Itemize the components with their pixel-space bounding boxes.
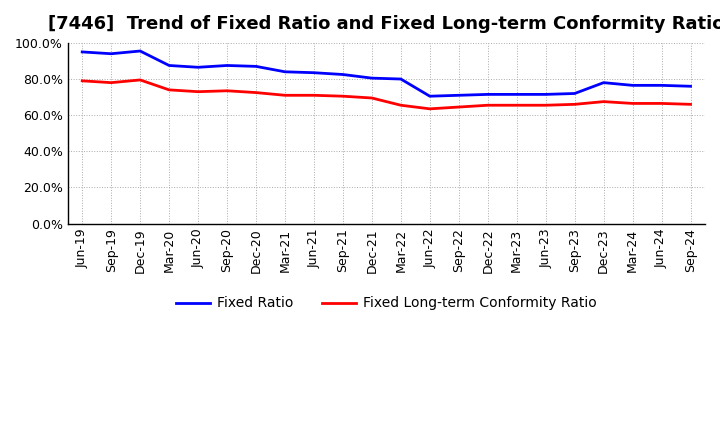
- Fixed Ratio: [310, 70, 318, 75]
- Fixed Ratio: [513, 92, 521, 97]
- Title: [7446]  Trend of Fixed Ratio and Fixed Long-term Conformity Ratio: [7446] Trend of Fixed Ratio and Fixed Lo…: [48, 15, 720, 33]
- Fixed Ratio: [657, 83, 666, 88]
- Fixed Ratio: [338, 72, 347, 77]
- Fixed Ratio: [78, 49, 86, 55]
- Fixed Long-term Conformity Ratio: [397, 103, 405, 108]
- Fixed Long-term Conformity Ratio: [222, 88, 231, 93]
- Fixed Ratio: [397, 77, 405, 82]
- Fixed Ratio: [426, 94, 434, 99]
- Fixed Long-term Conformity Ratio: [78, 78, 86, 84]
- Fixed Ratio: [599, 80, 608, 85]
- Fixed Ratio: [136, 48, 145, 54]
- Fixed Ratio: [629, 83, 637, 88]
- Fixed Ratio: [165, 63, 174, 68]
- Fixed Long-term Conformity Ratio: [368, 95, 377, 101]
- Fixed Ratio: [281, 69, 289, 74]
- Fixed Long-term Conformity Ratio: [454, 104, 463, 110]
- Legend: Fixed Ratio, Fixed Long-term Conformity Ratio: Fixed Ratio, Fixed Long-term Conformity …: [170, 291, 603, 316]
- Fixed Ratio: [368, 76, 377, 81]
- Fixed Long-term Conformity Ratio: [252, 90, 261, 95]
- Fixed Long-term Conformity Ratio: [310, 93, 318, 98]
- Fixed Long-term Conformity Ratio: [657, 101, 666, 106]
- Fixed Long-term Conformity Ratio: [513, 103, 521, 108]
- Fixed Long-term Conformity Ratio: [165, 87, 174, 92]
- Fixed Ratio: [541, 92, 550, 97]
- Fixed Long-term Conformity Ratio: [136, 77, 145, 83]
- Fixed Long-term Conformity Ratio: [107, 80, 115, 85]
- Fixed Long-term Conformity Ratio: [426, 106, 434, 111]
- Fixed Long-term Conformity Ratio: [541, 103, 550, 108]
- Fixed Ratio: [483, 92, 492, 97]
- Fixed Ratio: [252, 64, 261, 69]
- Fixed Ratio: [107, 51, 115, 56]
- Fixed Long-term Conformity Ratio: [338, 94, 347, 99]
- Fixed Long-term Conformity Ratio: [629, 101, 637, 106]
- Line: Fixed Long-term Conformity Ratio: Fixed Long-term Conformity Ratio: [82, 80, 690, 109]
- Fixed Long-term Conformity Ratio: [599, 99, 608, 104]
- Fixed Ratio: [686, 84, 695, 89]
- Fixed Long-term Conformity Ratio: [483, 103, 492, 108]
- Fixed Ratio: [454, 93, 463, 98]
- Fixed Long-term Conformity Ratio: [194, 89, 202, 94]
- Line: Fixed Ratio: Fixed Ratio: [82, 51, 690, 96]
- Fixed Ratio: [570, 91, 579, 96]
- Fixed Long-term Conformity Ratio: [281, 93, 289, 98]
- Fixed Long-term Conformity Ratio: [570, 102, 579, 107]
- Fixed Ratio: [222, 63, 231, 68]
- Fixed Ratio: [194, 65, 202, 70]
- Fixed Long-term Conformity Ratio: [686, 102, 695, 107]
